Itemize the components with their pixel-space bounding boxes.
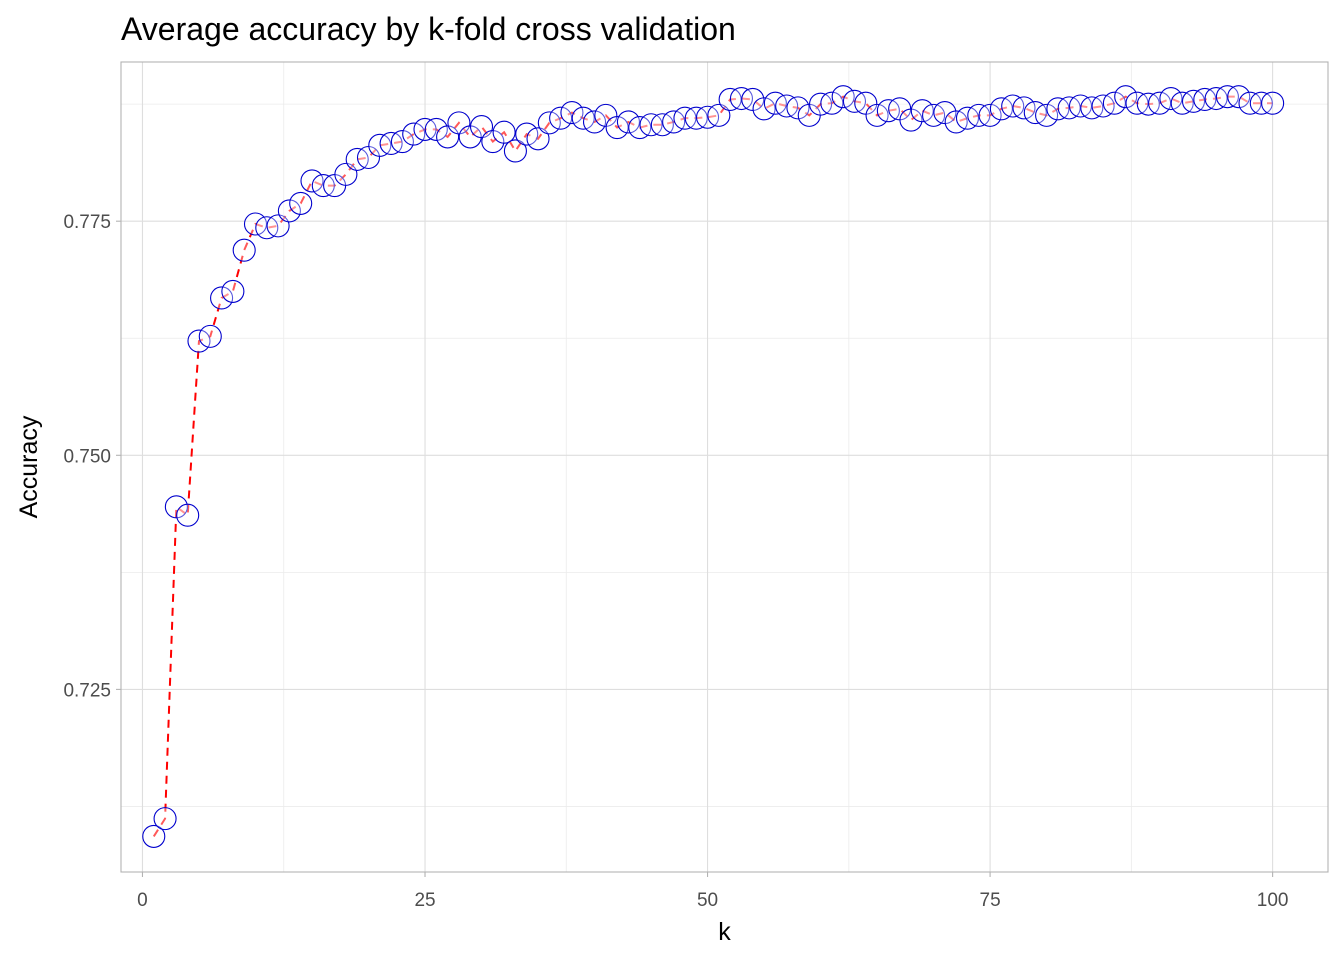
data-point (989, 97, 1013, 121)
data-point (955, 106, 980, 130)
data-point (1091, 94, 1115, 118)
data-point (978, 103, 1002, 127)
data-point (763, 91, 787, 115)
data-point (616, 110, 640, 134)
data-point (277, 199, 301, 223)
data-point (1159, 86, 1183, 111)
data-point (865, 103, 889, 127)
data-point (707, 103, 731, 127)
x-axis-label: k (718, 918, 731, 946)
data-point (628, 116, 652, 140)
x-axis-ticks: 0 25 50 75 100 (137, 872, 1288, 911)
y-tick-label: 0.725 (63, 680, 111, 701)
x-tick-label: 75 (980, 890, 1001, 911)
data-point (582, 110, 607, 134)
y-axis-label: Accuracy (15, 415, 43, 518)
y-tick-label: 0.775 (63, 212, 111, 233)
data-point (187, 329, 211, 353)
data-point (831, 85, 855, 109)
data-point (1035, 103, 1059, 127)
accuracy-series-line (152, 95, 1273, 837)
data-point (198, 324, 222, 348)
data-point (142, 824, 166, 848)
data-point (752, 97, 776, 121)
data-point (164, 495, 188, 519)
data-point (1227, 85, 1251, 109)
data-point (503, 139, 527, 163)
data-point (492, 120, 516, 144)
chart-title: Average accuracy by k-fold cross validat… (121, 11, 736, 47)
data-point (515, 122, 539, 146)
data-point (560, 101, 584, 125)
data-point (1261, 91, 1285, 115)
data-point (910, 99, 934, 123)
data-point (232, 238, 256, 262)
data-point (447, 111, 471, 135)
data-point (1023, 101, 1047, 125)
data-point (549, 106, 573, 130)
data-point (1148, 91, 1172, 115)
major-gridlines (121, 62, 1328, 872)
data-point (289, 191, 313, 215)
x-tick-label: 100 (1257, 890, 1289, 911)
data-point (820, 91, 844, 115)
data-point (176, 503, 200, 527)
data-point (424, 117, 448, 141)
data-point (605, 116, 629, 140)
data-point (922, 103, 946, 127)
data-point (300, 169, 324, 193)
data-point (402, 122, 426, 146)
x-tick-label: 25 (414, 890, 435, 911)
data-point (390, 130, 414, 154)
data-point (537, 111, 561, 135)
data-point (1102, 91, 1126, 115)
data-point (210, 286, 234, 310)
data-point (1114, 85, 1138, 109)
data-point (436, 125, 460, 149)
accuracy-points (142, 85, 1285, 848)
y-axis-ticks: 0.725 0.750 0.775 (63, 212, 121, 701)
plot-panel-border (120, 61, 1329, 873)
data-point (153, 807, 177, 831)
data-point (1012, 96, 1036, 120)
data-point (786, 96, 810, 120)
x-tick-label: 0 (137, 890, 148, 911)
y-tick-label: 0.750 (63, 446, 111, 467)
x-tick-label: 50 (697, 890, 718, 911)
data-point (221, 279, 245, 303)
data-point (526, 127, 550, 151)
data-point (650, 113, 674, 137)
minor-gridlines (121, 62, 1328, 872)
